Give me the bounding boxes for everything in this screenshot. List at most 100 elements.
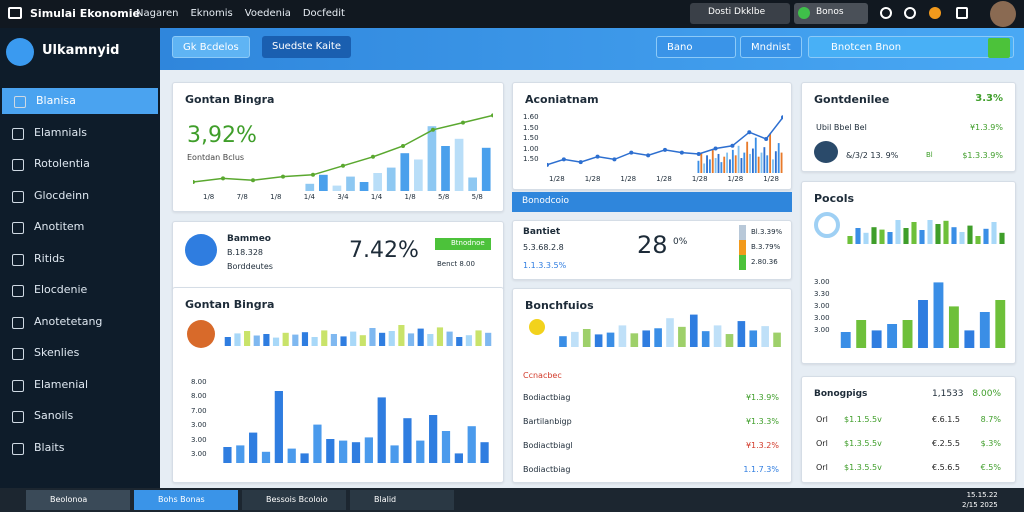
status-button[interactable]: Bonos (794, 3, 868, 24)
nav-item[interactable]: Elamnials (0, 120, 160, 146)
taskbar-item[interactable]: Blalid (350, 490, 454, 510)
summary-panel: Gontdenilee 3.3% Ubil Bbel Bel ¥1.3.9% &… (801, 82, 1016, 172)
go-button[interactable] (988, 38, 1010, 58)
button[interactable]: Mndnist (740, 36, 802, 58)
nav-item[interactable]: Sanoils (0, 403, 160, 429)
search[interactable]: Bnotcen Bnon (808, 36, 1014, 58)
bar (751, 148, 754, 173)
nav-item[interactable]: Blaits (0, 435, 160, 461)
bar (871, 330, 882, 348)
icon[interactable] (956, 7, 968, 19)
point (311, 172, 315, 177)
bar (559, 336, 567, 347)
big-value: 28 (637, 231, 668, 259)
bar (967, 225, 973, 244)
button[interactable]: Bano (656, 36, 736, 58)
taskbar-item[interactable]: Bessois Bcoloio (242, 490, 346, 510)
bar (300, 453, 309, 463)
axis-label: 1.00 (523, 144, 539, 153)
tab[interactable]: Suedste Kaite (262, 36, 352, 58)
point (193, 180, 195, 184)
user-button[interactable]: Dosti Dkklbe (690, 3, 790, 24)
bar (856, 320, 867, 348)
point (713, 146, 718, 151)
toolbar: Gk Bcdelos Suedste Kaite Bano Mndnist Bn… (160, 28, 1024, 70)
axis-label: 1/28 (549, 175, 565, 183)
taskbar-item[interactable]: Bohs Bonas (134, 490, 238, 510)
bar (773, 332, 781, 347)
brand: Ulkamnyid (42, 43, 120, 58)
axis-label: 1/8 (270, 193, 282, 201)
nav-item[interactable]: Elocdenie (0, 277, 160, 303)
menu-item[interactable]: Voedenia (244, 8, 291, 19)
bar (403, 418, 412, 463)
nav-item[interactable]: Glocdeinn (0, 183, 160, 209)
bar (346, 176, 355, 191)
nav-item[interactable]: Rotolentia (0, 151, 160, 177)
cell: $1.3.5.5v (844, 463, 882, 472)
nav-item[interactable]: Anotetetang (0, 309, 160, 335)
avatar[interactable] (990, 1, 1016, 27)
bar (454, 138, 464, 191)
bar (760, 152, 763, 173)
bar (351, 442, 361, 463)
taskbar-item[interactable]: Beolonoa (26, 490, 130, 510)
chart (193, 113, 493, 191)
chart (223, 391, 489, 463)
bar (388, 331, 395, 346)
point (547, 162, 549, 167)
point (281, 174, 285, 179)
bar (774, 151, 777, 173)
bar (481, 147, 491, 191)
icon[interactable] (880, 7, 892, 19)
menu-item[interactable]: Docfedit (302, 8, 345, 19)
icon[interactable] (904, 7, 916, 19)
bar (871, 227, 877, 244)
label: Borddeutes (227, 262, 273, 271)
subtitle: Eontdan Bclus (187, 153, 245, 162)
menu-item[interactable]: Nagaren (136, 8, 179, 19)
bar (468, 177, 477, 191)
nav-item[interactable]: Elamenial (0, 372, 160, 398)
axis-label: 1/8 (203, 193, 215, 201)
point (730, 143, 735, 148)
bar (902, 320, 913, 348)
axis-label: 3/4 (337, 193, 349, 201)
axis-label: 7.00 (191, 406, 207, 415)
bar (321, 330, 328, 346)
bar (654, 328, 662, 347)
bar (708, 159, 711, 173)
axis-label: 1.60 (523, 113, 539, 121)
point (431, 127, 435, 132)
bar (948, 306, 959, 348)
notification-icon[interactable] (929, 7, 941, 19)
bar (999, 232, 1005, 244)
time: 15.15.22 (966, 491, 998, 499)
menu-item[interactable]: Eknomis (190, 8, 233, 19)
nav-item[interactable]: Anotitem (0, 214, 160, 240)
bar (766, 155, 769, 173)
bar (769, 133, 772, 173)
chart (547, 115, 783, 173)
tab[interactable]: Gk Bcdelos (172, 36, 250, 58)
bar (726, 152, 729, 173)
axis-label: 1/28 (763, 175, 779, 183)
legend-item: Bl.3.39% (739, 225, 782, 240)
cell: $1.3.5.5v (844, 439, 882, 448)
nav-item[interactable]: Skenlies (0, 340, 160, 366)
bar (895, 220, 901, 244)
row-label: Bartilanbigp (523, 417, 572, 426)
chart (847, 220, 1005, 244)
header: Bonogpigs (814, 389, 868, 399)
point (646, 153, 651, 158)
bar (339, 440, 348, 463)
bar (887, 232, 893, 244)
row-value: 1.1.7.3% (743, 465, 779, 474)
nav-item[interactable]: Ritids (0, 246, 160, 272)
bar (714, 158, 717, 173)
point (781, 115, 783, 120)
nav-item[interactable]: Blanisa (2, 88, 158, 114)
bar (263, 334, 270, 346)
bar (292, 334, 299, 346)
bar (223, 447, 232, 463)
